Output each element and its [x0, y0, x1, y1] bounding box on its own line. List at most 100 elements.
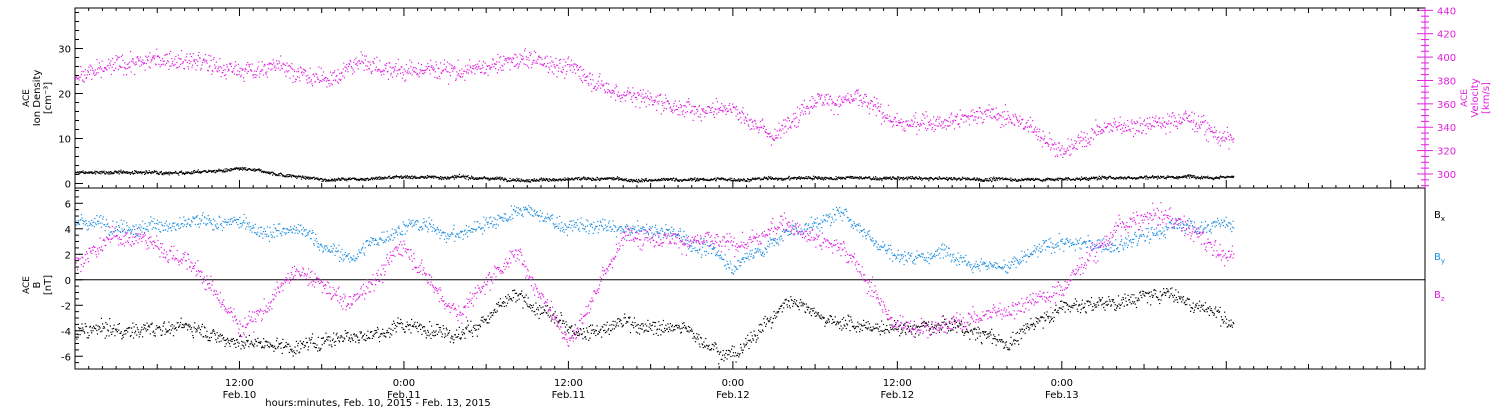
bx-series-point — [213, 331, 214, 332]
velocity-series-point — [795, 113, 796, 114]
velocity-series-point — [123, 74, 124, 75]
velocity-series-point — [645, 96, 646, 97]
bx-series-point — [483, 322, 484, 323]
velocity-series-point — [781, 130, 782, 131]
velocity-series-point — [865, 94, 866, 95]
bx-series-point — [137, 327, 138, 328]
density-series-point — [254, 168, 255, 169]
velocity-series-point — [168, 61, 169, 62]
velocity-series-point — [1174, 121, 1175, 122]
velocity-series-point — [1227, 127, 1228, 128]
density-series-point — [800, 179, 801, 180]
velocity-series-point — [1156, 115, 1157, 116]
velocity-series-point — [448, 84, 449, 85]
velocity-series-point — [121, 56, 122, 57]
velocity-series-point — [1039, 129, 1040, 130]
velocity-series-point — [705, 113, 706, 114]
density-series-point — [306, 176, 307, 177]
velocity-series-point — [547, 56, 548, 57]
velocity-series-point — [452, 71, 453, 72]
velocity-series-point — [515, 54, 516, 55]
density-series-point — [378, 177, 379, 178]
velocity-series-point — [412, 69, 413, 70]
velocity-series-point — [616, 86, 617, 87]
velocity-series-point — [640, 96, 641, 97]
velocity-series-point — [333, 72, 334, 73]
velocity-series-point — [263, 66, 264, 67]
velocity-series-point — [570, 65, 571, 66]
density-series-point — [121, 171, 122, 172]
velocity-series-point — [627, 92, 628, 93]
density-series-point — [646, 178, 647, 179]
velocity-series-point — [719, 108, 720, 109]
velocity-series-point — [1002, 112, 1003, 113]
velocity-series-point — [467, 69, 468, 70]
velocity-series-point — [332, 73, 333, 74]
density-series-point — [859, 179, 860, 180]
velocity-series-point — [923, 115, 924, 116]
velocity-series-point — [345, 70, 346, 71]
density-series-point — [289, 174, 290, 175]
bx-series-point — [432, 332, 433, 333]
velocity-series-point — [1077, 149, 1078, 150]
velocity-series-point — [393, 67, 394, 68]
velocity-series-point — [640, 90, 641, 91]
velocity-series-point — [190, 53, 191, 54]
density-series-point — [1177, 178, 1178, 179]
velocity-series-point — [747, 114, 748, 115]
velocity-series-point — [613, 91, 614, 92]
velocity-series-point — [468, 73, 469, 74]
velocity-series-point — [456, 78, 457, 79]
velocity-series-point — [284, 72, 285, 73]
bx-series-point — [347, 332, 348, 333]
bx-series-point — [369, 338, 370, 339]
velocity-series-point — [804, 100, 805, 101]
bx-series-point — [448, 332, 449, 333]
velocity-series-point — [1080, 137, 1081, 138]
velocity-series-point — [697, 109, 698, 110]
bx-series-point — [508, 294, 509, 295]
velocity-series-point — [235, 61, 236, 62]
velocity-series-point — [598, 81, 599, 82]
bx-series-point — [540, 314, 541, 315]
density-series-point — [377, 178, 378, 179]
velocity-series-point — [1003, 117, 1004, 118]
velocity-series-point — [1048, 144, 1049, 145]
density-series-point — [85, 173, 86, 174]
density-series-point — [540, 179, 541, 180]
density-series-point — [1028, 179, 1029, 180]
density-series-point — [1090, 178, 1091, 179]
bx-series-point — [562, 323, 563, 324]
velocity-series-point — [93, 73, 94, 74]
velocity-series-point — [169, 53, 170, 54]
velocity-series-point — [566, 71, 567, 72]
velocity-series-point — [1017, 120, 1018, 121]
density-series-point — [921, 178, 922, 179]
density-series-point — [874, 179, 875, 180]
density-series-point — [679, 181, 680, 182]
velocity-series-point — [855, 91, 856, 92]
density-series-point — [455, 176, 456, 177]
velocity-series-point — [1010, 119, 1011, 120]
bx-series-point — [354, 333, 355, 334]
velocity-series-point — [644, 102, 645, 103]
velocity-series-point — [755, 121, 756, 122]
bx-series-point — [107, 324, 108, 325]
bx-series-point — [320, 349, 321, 350]
density-series-point — [889, 178, 890, 179]
velocity-series-point — [513, 58, 514, 59]
velocity-series-point — [907, 124, 908, 125]
density-series-point — [130, 174, 131, 175]
density-series-point — [638, 182, 639, 183]
density-series-point — [965, 178, 966, 179]
density-series-point — [354, 178, 355, 179]
bx-series-point — [83, 331, 84, 332]
density-series-point — [162, 173, 163, 174]
velocity-series-point — [928, 122, 929, 123]
density-series-point — [988, 180, 989, 181]
bx-series-point — [183, 325, 184, 326]
velocity-series-point — [1178, 122, 1179, 123]
density-series-point — [364, 180, 365, 181]
bx-series-point — [470, 331, 471, 332]
velocity-series-point — [620, 98, 621, 99]
